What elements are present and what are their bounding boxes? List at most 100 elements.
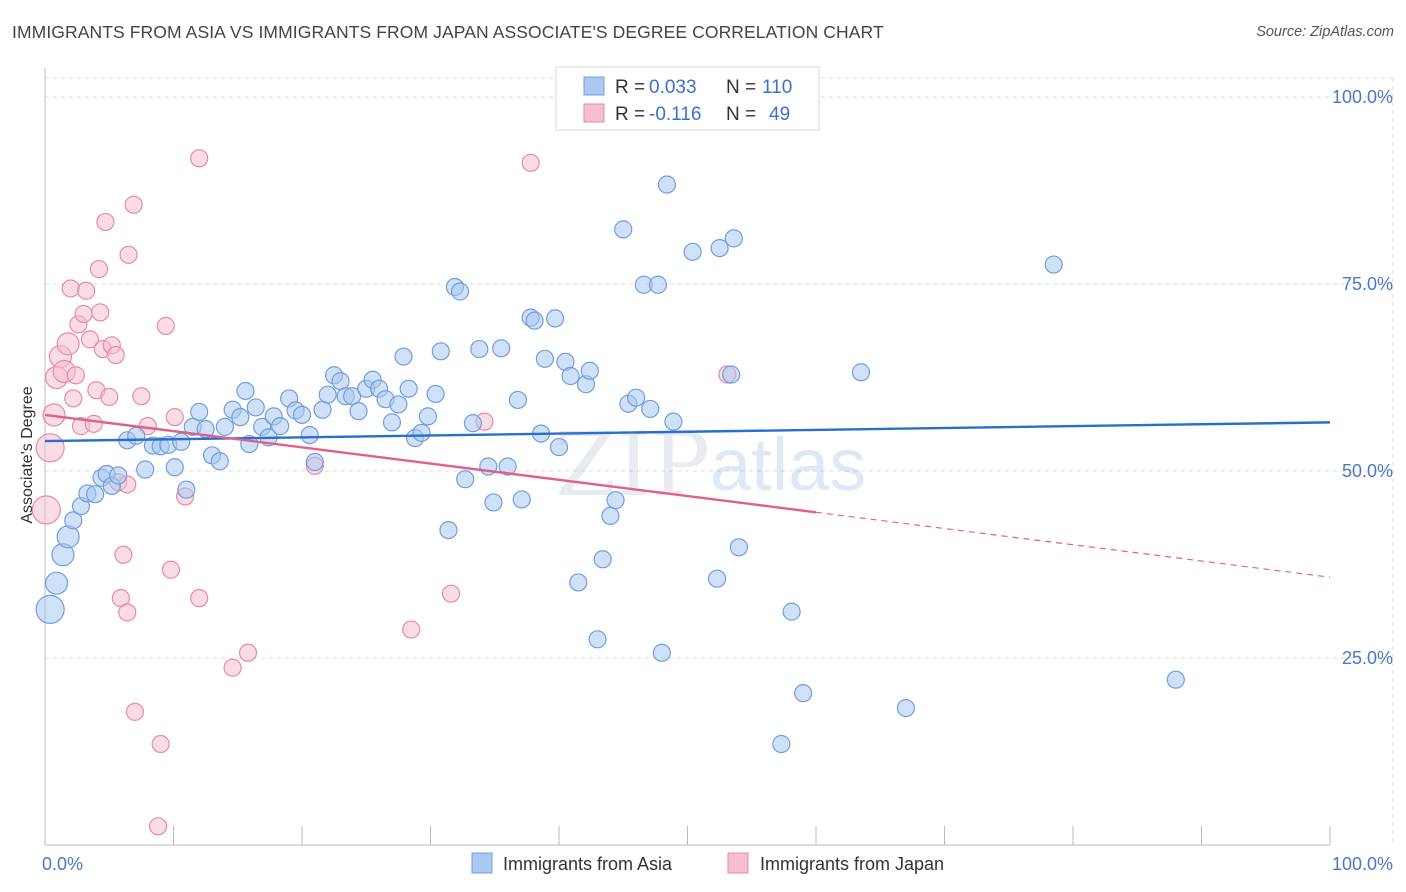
japan-point: [31, 495, 61, 525]
japan-point: [56, 332, 80, 356]
asia-point: [683, 242, 702, 261]
japan-point: [161, 560, 181, 579]
japan-point: [35, 433, 65, 463]
japan-point: [74, 304, 93, 324]
asia-point: [724, 229, 743, 248]
asia-point: [246, 398, 265, 417]
asia-point: [569, 573, 588, 592]
asia-point: [426, 384, 445, 404]
asia-point: [389, 395, 408, 414]
japan-point: [521, 153, 540, 172]
watermark: ZIP atlas: [555, 413, 866, 516]
japan-point: [106, 345, 125, 365]
japan-point: [223, 658, 242, 677]
x-tick-labels: 0.0% 100.0%: [42, 854, 1393, 874]
asia-point: [580, 361, 599, 380]
asia-point: [722, 365, 741, 384]
asia-point: [64, 511, 83, 530]
japan-point: [190, 589, 209, 608]
asia-point: [86, 485, 105, 504]
japan-point: [238, 643, 258, 662]
asia-point: [498, 457, 517, 476]
asia-point: [456, 470, 475, 489]
asia-point: [292, 405, 312, 424]
asia-point: [463, 414, 483, 433]
asia-point: [626, 388, 646, 407]
japan-point: [80, 330, 100, 349]
legend-japan-n-label: N =: [726, 104, 756, 125]
bottom-legend-swatch-japan: [727, 852, 749, 874]
asia-point: [349, 402, 368, 421]
x-tick-label: 100.0%: [1332, 854, 1393, 874]
japan-point: [402, 620, 421, 639]
japan-point: [100, 387, 119, 407]
asia-point: [439, 520, 458, 540]
watermark-atlas: atlas: [710, 423, 866, 506]
y-axis-label: Associate's Degree: [19, 386, 36, 523]
asia-point: [300, 425, 319, 445]
legend-asia-r-value: 0.033: [649, 77, 697, 98]
asia-point: [215, 417, 234, 436]
asia-point: [525, 311, 544, 330]
asia-point: [305, 452, 324, 472]
japan-point: [77, 281, 96, 300]
japan-point: [84, 414, 103, 433]
asia-point: [512, 490, 531, 509]
asia-trend-line: [44, 421, 1331, 443]
asia-point: [165, 458, 184, 477]
y-tick-labels: 100.0% 75.0% 50.0% 25.0%: [1332, 87, 1393, 668]
legend-asia-n-value: 110: [762, 77, 792, 98]
japan-point: [148, 817, 168, 836]
japan-point: [124, 195, 143, 214]
legend-swatch-japan: [583, 103, 605, 123]
asia-point: [172, 432, 191, 451]
asia-point: [707, 569, 727, 588]
asia-point: [236, 381, 255, 401]
asia-point: [652, 643, 671, 662]
asia-point: [271, 417, 290, 436]
asia-point: [399, 379, 418, 398]
asia-point: [177, 480, 196, 499]
asia-point: [492, 339, 511, 358]
asia-point: [508, 390, 527, 410]
asia-point: [851, 363, 871, 382]
japan-point: [118, 603, 137, 622]
asia-point: [782, 602, 801, 621]
asia-point: [231, 408, 250, 427]
japan-point: [156, 316, 175, 335]
legend-japan-r-value: -0.116: [649, 104, 701, 125]
japan-point: [66, 366, 85, 385]
asia-series: [35, 175, 1185, 754]
asia-point: [606, 491, 625, 510]
asia-point: [896, 699, 916, 718]
asia-point: [1044, 255, 1063, 274]
asia-point: [450, 282, 470, 301]
bottom-legend: Immigrants from Asia Immigrants from Jap…: [471, 852, 944, 874]
asia-point: [561, 366, 580, 386]
japan-point: [190, 149, 209, 168]
asia-point: [546, 309, 565, 328]
asia-point: [641, 399, 660, 419]
asia-point: [412, 423, 431, 442]
watermark-zip: ZIP: [555, 413, 710, 516]
japan-point: [165, 408, 184, 427]
chart-title: IMMIGRANTS FROM ASIA VS IMMIGRANTS FROM …: [12, 22, 884, 42]
asia-point: [44, 571, 69, 595]
y-tick-label: 75.0%: [1342, 274, 1393, 294]
asia-point: [343, 387, 362, 406]
chart-source: Source: ZipAtlas.com: [1256, 24, 1394, 40]
asia-point: [549, 437, 569, 457]
japan-point: [119, 245, 138, 264]
y-tick-label: 100.0%: [1332, 87, 1393, 107]
asia-point: [382, 413, 402, 432]
top-legend: R = 0.033 N = 110 R = -0.116 N = 49: [555, 66, 820, 131]
japan-series: [31, 149, 737, 836]
asia-point: [136, 460, 155, 479]
asia-point: [210, 452, 229, 471]
asia-point: [109, 466, 128, 485]
y-tick-label: 50.0%: [1342, 461, 1393, 481]
asia-point: [648, 275, 668, 294]
asia-point: [601, 506, 620, 525]
asia-point: [1166, 670, 1185, 689]
